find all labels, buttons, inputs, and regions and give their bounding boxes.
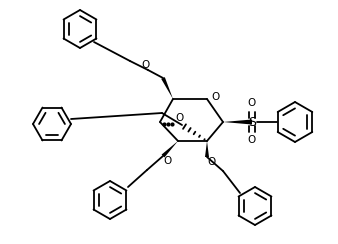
- Text: S: S: [248, 115, 256, 129]
- Text: O: O: [248, 135, 256, 145]
- Text: O: O: [208, 157, 216, 167]
- Text: O: O: [142, 60, 150, 70]
- Text: O: O: [164, 156, 172, 166]
- Text: O: O: [211, 92, 219, 102]
- Polygon shape: [223, 120, 252, 124]
- Polygon shape: [161, 77, 173, 99]
- Text: O: O: [175, 113, 183, 123]
- Text: O: O: [248, 98, 256, 108]
- Polygon shape: [162, 141, 178, 157]
- Polygon shape: [205, 141, 209, 157]
